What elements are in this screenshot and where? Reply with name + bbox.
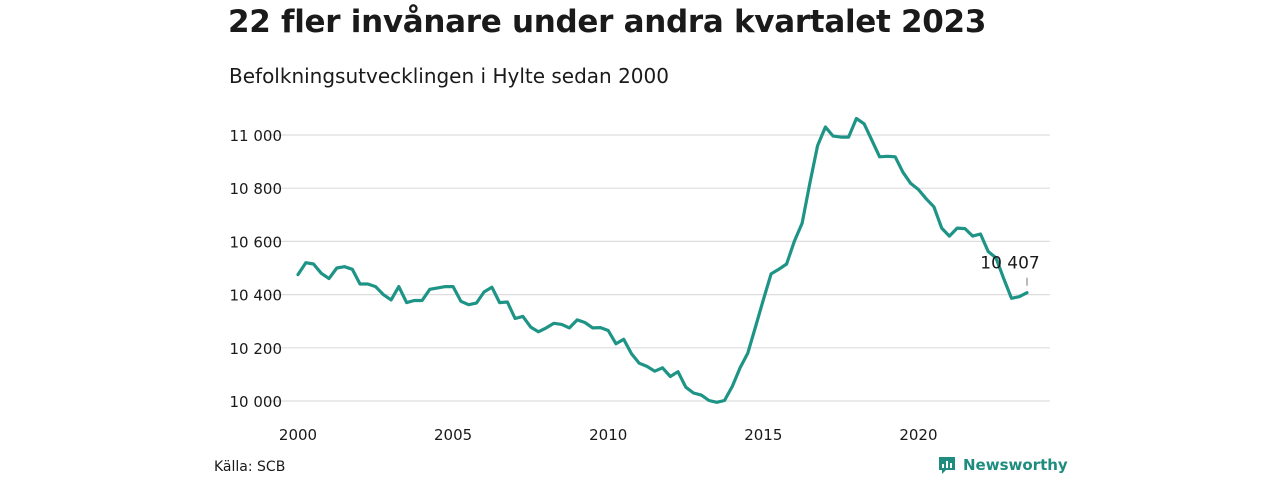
x-tick-label: 2000 (279, 426, 317, 444)
y-tick-label: 10 000 (230, 393, 283, 411)
annotation-label: 10 407 (980, 254, 1039, 274)
brand-name: Newsworthy (963, 456, 1068, 474)
brand-logo: Newsworthy (937, 455, 1068, 475)
annotation-layer: 10 407 (980, 254, 1040, 286)
newsworthy-logo-icon (939, 457, 955, 474)
series-line (296, 116, 1029, 404)
y-tick-label: 10 400 (230, 287, 283, 305)
y-tick-label: 10 600 (230, 233, 283, 251)
y-tick-label: 10 200 (230, 340, 283, 358)
x-tick-label: 2020 (899, 426, 937, 444)
gridlines (268, 134, 1050, 402)
series-layer (296, 116, 1029, 404)
y-tick-label: 10 800 (230, 180, 283, 198)
x-tick-label: 2010 (589, 426, 627, 444)
x-tick-label: 2015 (744, 426, 782, 444)
source-note: Källa: SCB (214, 459, 286, 475)
chart-title: 22 fler invånare under andra kvartalet 2… (228, 4, 987, 40)
y-axis-ticks: 10 000 10 200 10 400 10 600 10 800 11 000 (230, 127, 283, 411)
x-axis-ticks: 2000 2005 2010 2015 2020 (279, 426, 938, 444)
y-tick-label: 11 000 (230, 127, 283, 145)
chart-subtitle: Befolkningsutvecklingen i Hylte sedan 20… (229, 64, 669, 88)
x-tick-label: 2005 (434, 426, 472, 444)
